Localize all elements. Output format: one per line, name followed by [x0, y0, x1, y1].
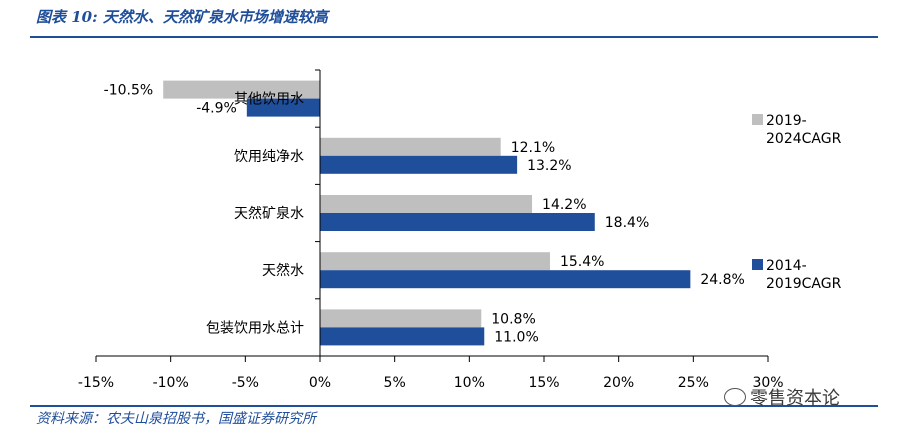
figure-title: 图表 10: 天然水、天然矿泉水市场增速较高: [36, 8, 328, 26]
wechat-icon: [724, 388, 746, 406]
legend-label-0-line1: 2019-: [766, 113, 807, 129]
data-label-s0-0: -10.5%: [104, 83, 154, 99]
data-label-s0-3: 15.4%: [560, 254, 604, 270]
legend-swatch-1: [752, 259, 763, 270]
x-tick-label-2: -5%: [232, 375, 259, 391]
bar-s0-3: [320, 252, 550, 271]
bar-s1-0: [246, 98, 320, 117]
watermark: 零售资本论: [724, 384, 840, 410]
data-label-s1-0: -4.9%: [196, 101, 237, 117]
category-label-1: 饮用纯净水: [234, 149, 304, 165]
legend-label-1-line2: 2019CAGR: [766, 276, 842, 292]
bar-s1-3: [320, 270, 691, 289]
legend-label-1-line1: 2014-: [766, 258, 807, 274]
legend-swatch-0: [752, 114, 763, 125]
category-label-4: 包装饮用水总计: [206, 320, 304, 336]
axes-group: -15% -10% -5% 0% 5% 10% 15% 20% 25% 30%: [78, 69, 784, 391]
bottom-rule: [30, 405, 878, 407]
bar-s1-1: [320, 155, 518, 174]
data-label-s0-4: 10.8%: [491, 311, 535, 327]
bar-s0-2: [320, 195, 533, 213]
x-tick-label-8: 25%: [678, 375, 709, 391]
data-label-s1-4: 11.0%: [494, 329, 538, 345]
bars-group: [163, 80, 691, 346]
labels-group: -10.5% -4.9%其他饮用水 12.1% 13.2% 饮用纯净水 14.2% 18.4…: [104, 83, 745, 346]
legend-label-0-line2: 2024CAGR: [766, 131, 842, 147]
x-tick-label-9: 30%: [752, 375, 783, 391]
x-tick-label-3: 0%: [309, 375, 331, 391]
data-label-s0-2: 14.2%: [542, 197, 586, 213]
watermark-text: 零售资本论: [750, 388, 840, 409]
category-label-3: 天然水: [262, 262, 304, 279]
data-label-s0-1: 12.1%: [511, 140, 555, 156]
bar-s0-1: [320, 137, 501, 156]
category-label-2: 天然矿泉水: [234, 205, 304, 222]
data-label-s1-1: 13.2%: [527, 158, 571, 174]
legend-group: 2019- 2024CAGR 2014- 2019CAGR: [752, 113, 842, 292]
x-tick-label-4: 5%: [384, 375, 406, 391]
top-rule: [30, 36, 878, 38]
x-tick-label-0: -15%: [78, 375, 114, 391]
x-tick-label-7: 20%: [603, 375, 634, 391]
data-label-s1-2: 18.4%: [605, 215, 649, 231]
x-tick-label-5: 10%: [454, 375, 485, 391]
bar-s1-4: [320, 327, 485, 346]
data-label-s1-3: 24.8%: [700, 272, 744, 288]
bar-s0-4: [320, 309, 482, 328]
x-tick-label-6: 15%: [528, 375, 559, 391]
source-note: 资料来源：农夫山泉招股书，国盛证券研究所: [36, 411, 316, 427]
bar-s1-2: [320, 213, 595, 231]
bar-s0-0: [163, 80, 320, 99]
x-tick-label-1: -10%: [153, 375, 189, 391]
category-label-0: 其他饮用水: [234, 92, 304, 108]
